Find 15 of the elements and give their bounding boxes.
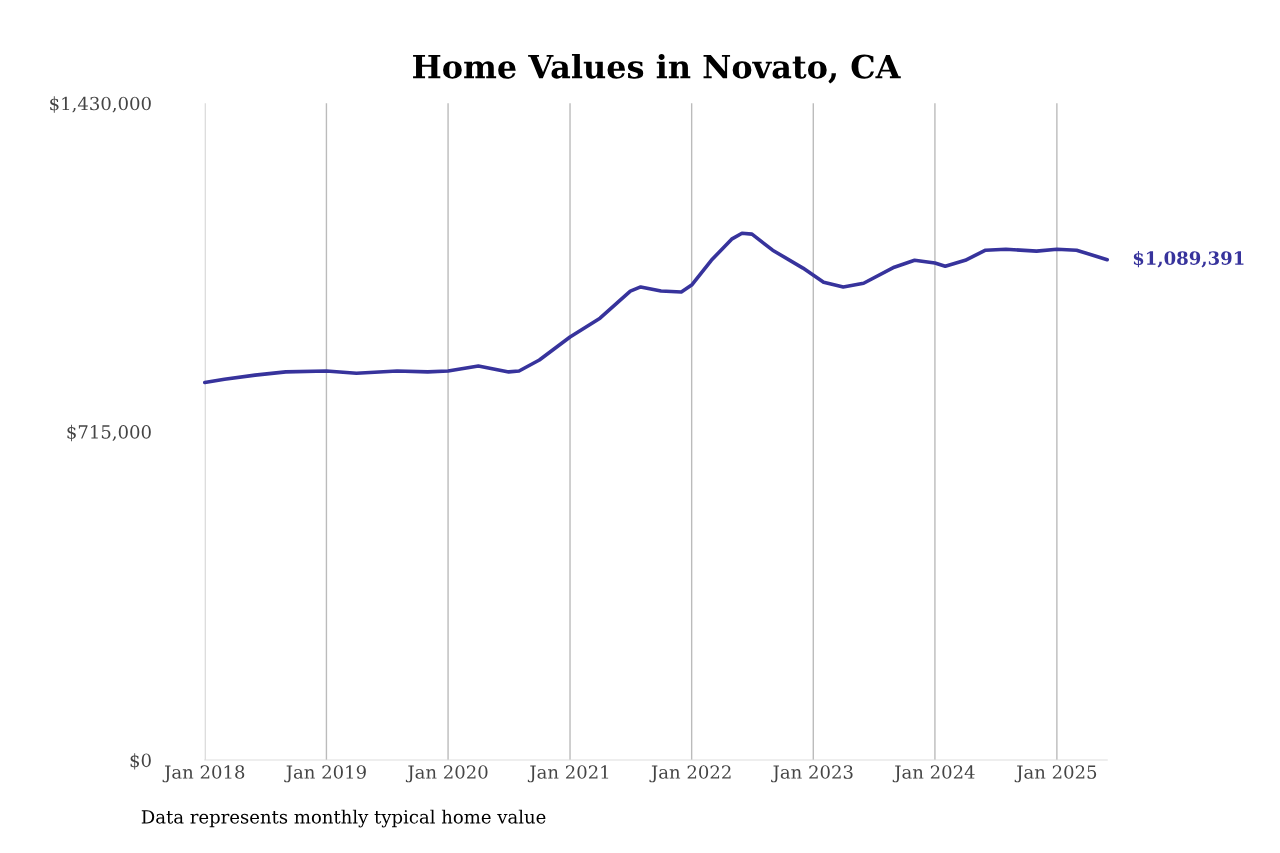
x-tick-label: Jan 2020 bbox=[405, 765, 488, 783]
chart-title: Home Values in Novato, CA bbox=[413, 53, 901, 84]
x-tick-label: Jan 2018 bbox=[162, 765, 245, 783]
text: Data represents monthly typical home value bbox=[141, 809, 546, 828]
annotation: $1,089,391 bbox=[1133, 250, 1244, 268]
x-tick-label: Jan 2022 bbox=[649, 765, 731, 783]
y-tick-label: $0 bbox=[130, 753, 151, 770]
y-tick-label: $715,000 bbox=[67, 424, 151, 442]
x-tick-label: Jan 2021 bbox=[527, 765, 609, 783]
x-tick-label: Jan 2023 bbox=[771, 765, 853, 783]
y-tick-label: $1,430,000 bbox=[50, 96, 151, 113]
x-tick-label: Jan 2019 bbox=[284, 765, 366, 783]
line-series bbox=[202, 231, 1110, 385]
x-tick-label: Jan 2025 bbox=[1014, 765, 1097, 783]
x-tick-label: Jan 2024 bbox=[892, 765, 975, 783]
